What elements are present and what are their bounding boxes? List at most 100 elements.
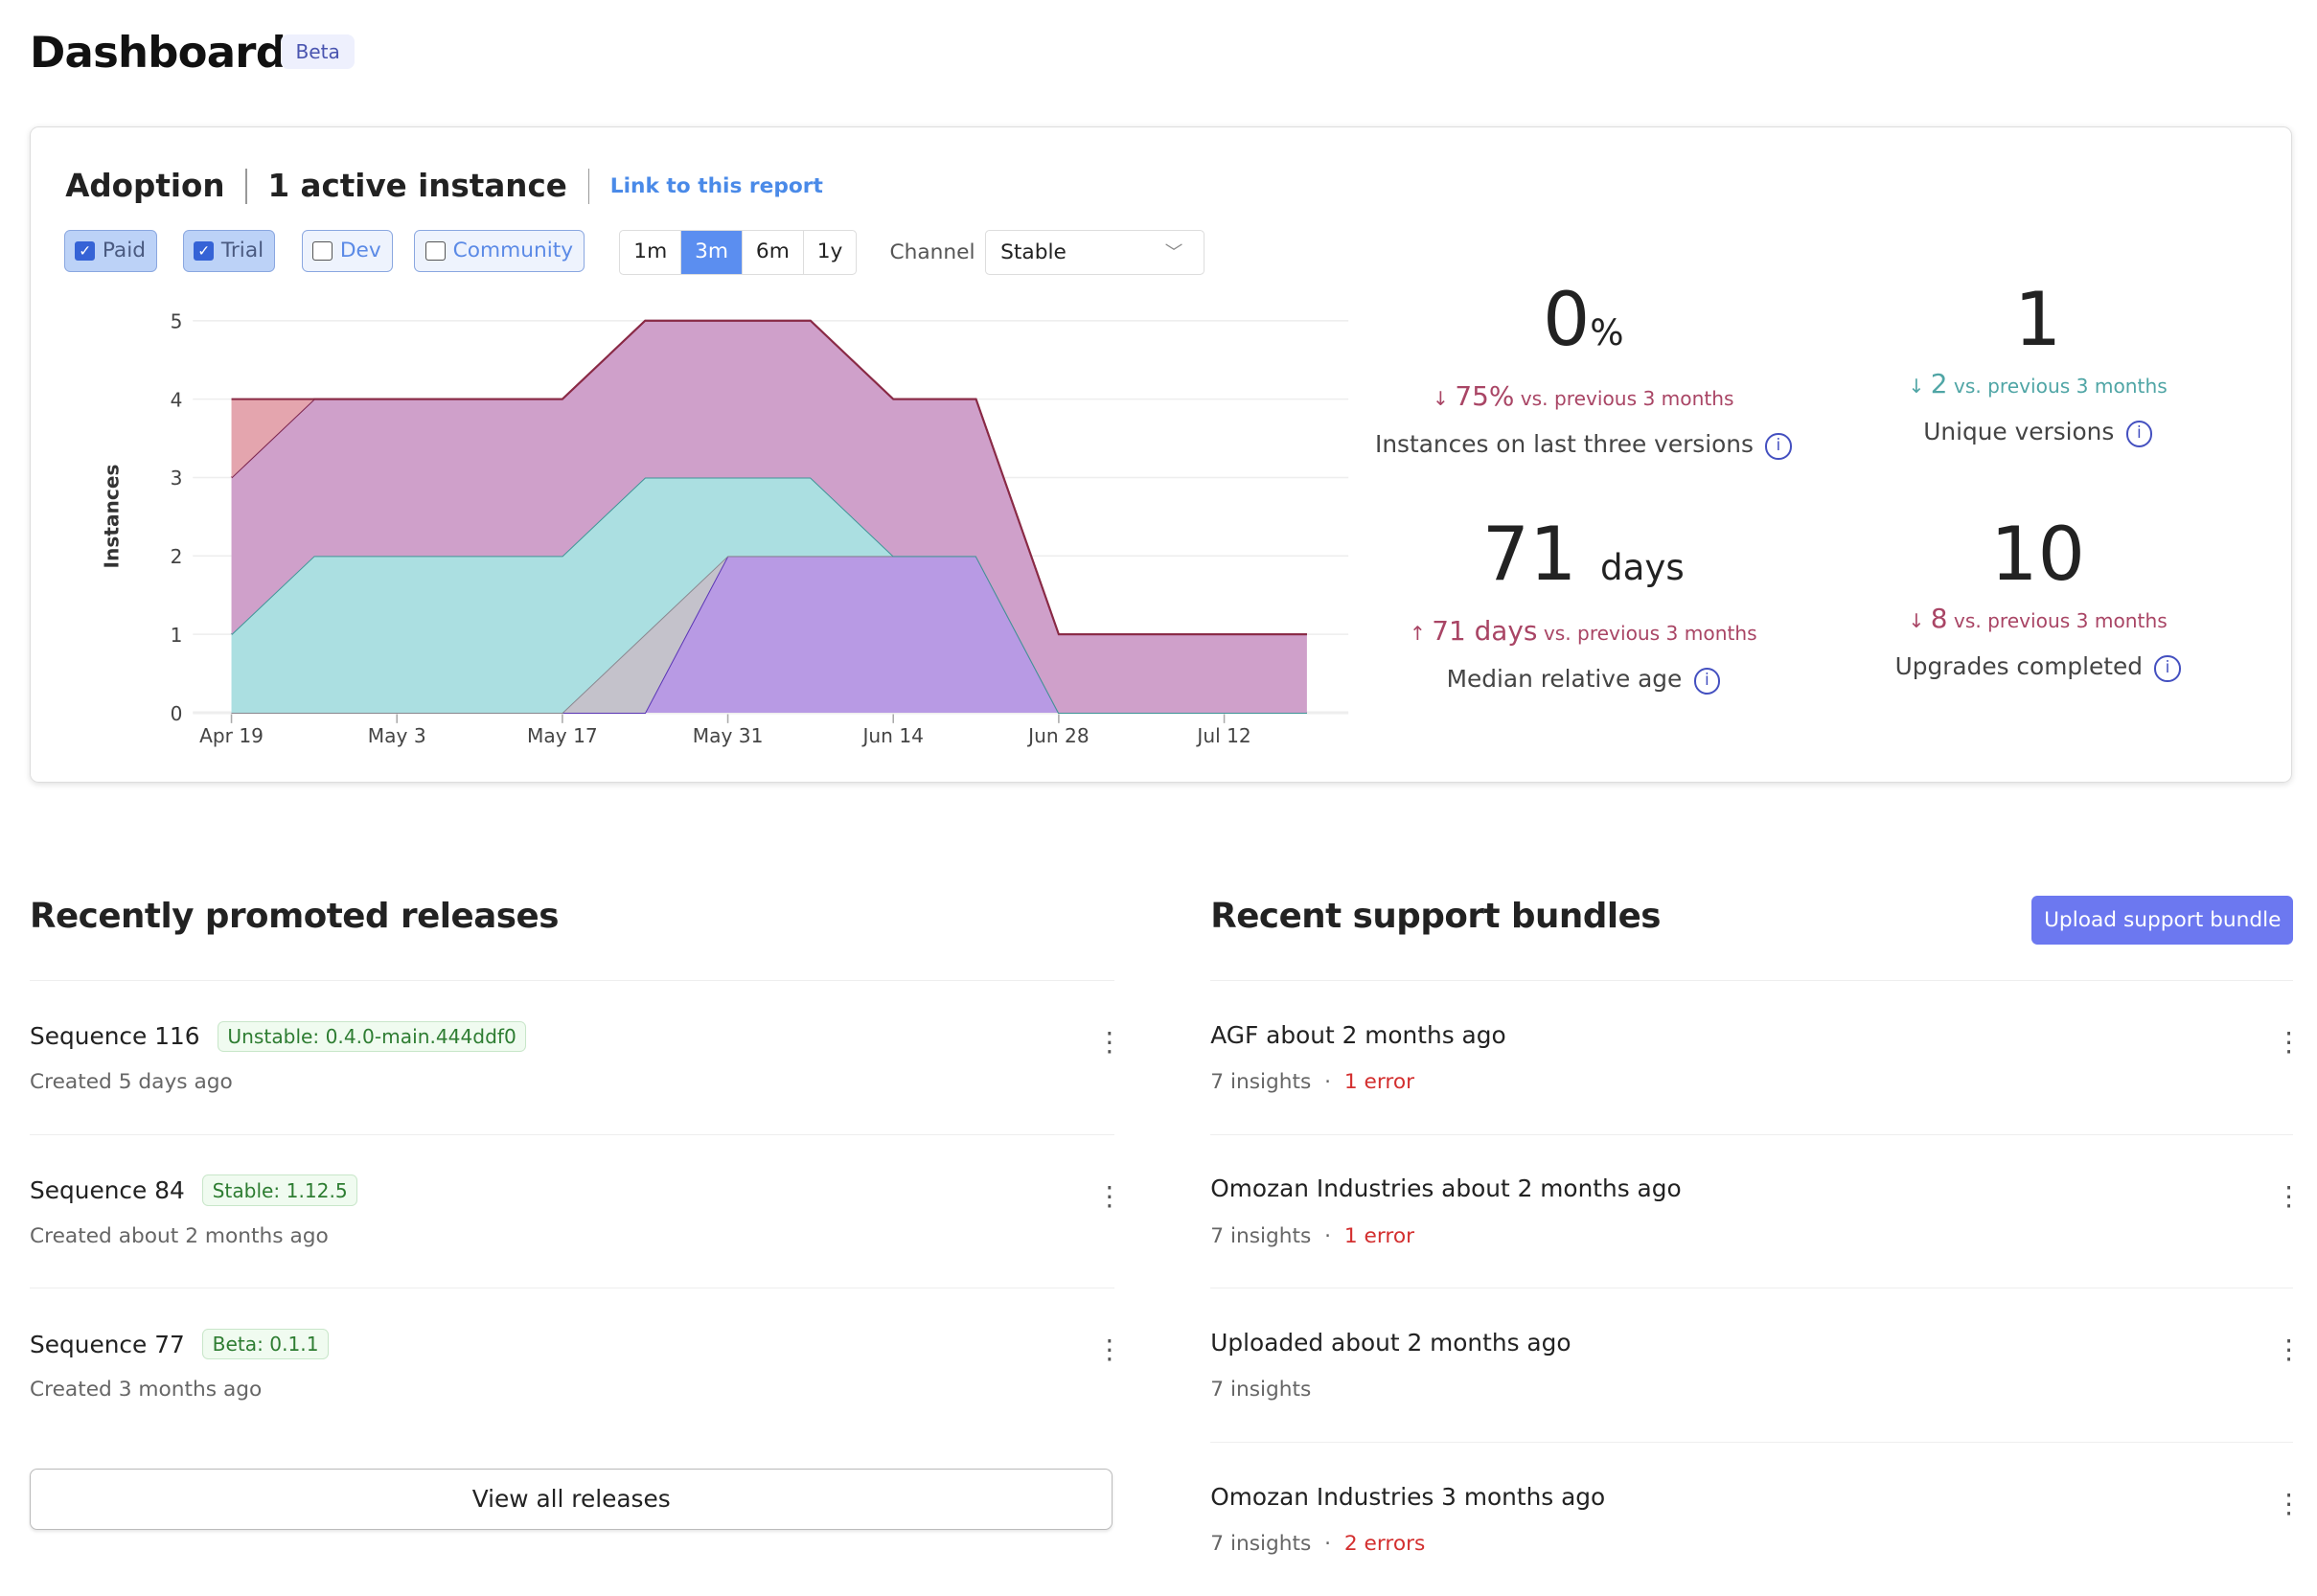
more-options-icon[interactable]: ⋮ — [2275, 1334, 2303, 1366]
x-tick-label: Apr 19 — [199, 724, 264, 747]
bundle-insights: 7 insights — [1210, 1378, 1312, 1402]
channel-select[interactable]: Stable ﹀ — [984, 230, 1205, 275]
releases-title: Recently promoted releases — [30, 897, 559, 937]
release-row[interactable]: Sequence 77 Beta: 0.1.1 Created 3 months a… — [30, 1288, 1123, 1442]
upload-support-bundle-button[interactable]: Upload support bundle — [2031, 895, 2294, 945]
bundle-name: Omozan Industries 3 months ago — [1210, 1482, 1606, 1511]
filter-trial[interactable]: ✓ Trial — [182, 230, 275, 272]
bundle-name: Omozan Industries about 2 months ago — [1210, 1174, 1682, 1203]
adoption-header: Adoption 1 active instance Link to this … — [65, 168, 823, 204]
arrow-down-icon: ↓ — [1908, 609, 1925, 633]
release-name: Sequence 116 — [30, 1022, 200, 1051]
x-tick-label: May 3 — [368, 724, 426, 747]
filter-paid[interactable]: ✓ Paid — [63, 230, 157, 272]
filter-label: Paid — [102, 239, 147, 263]
release-name: Sequence 77 — [30, 1330, 185, 1358]
bundle-insights: 7 insights — [1210, 1531, 1312, 1556]
checkbox-checked-icon: ✓ — [75, 240, 96, 262]
stat-delta: 75% — [1455, 380, 1515, 413]
arrow-up-icon: ↑ — [1409, 622, 1426, 646]
filter-label: Dev — [339, 239, 381, 263]
info-icon[interactable]: i — [1693, 668, 1720, 695]
active-instances: 1 active instance — [267, 168, 567, 205]
stat-delta-text: vs. previous 3 months — [1953, 609, 2168, 633]
y-tick-label: 1 — [171, 624, 183, 647]
view-all-releases-button[interactable]: View all releases — [30, 1468, 1113, 1530]
info-icon[interactable]: i — [2125, 421, 2152, 447]
stat-delta: 2 — [1930, 368, 1948, 400]
checkbox-unchecked-icon — [425, 240, 446, 262]
stat-label: Instances on last three versions — [1375, 429, 1754, 458]
divider — [245, 168, 247, 204]
range-1m[interactable]: 1m — [620, 231, 682, 275]
stat-value: 71 — [1481, 512, 1577, 599]
x-tick-label: Jun 14 — [861, 724, 925, 747]
bundles-list: AGF about 2 months ago 7 insights · 1 err… — [1210, 979, 2303, 1596]
stat-delta: 8 — [1930, 603, 1948, 635]
stat-delta-text: vs. previous 3 months — [1543, 622, 1757, 646]
y-tick-label: 4 — [171, 388, 183, 411]
y-tick-label: 5 — [171, 310, 183, 333]
chevron-down-icon: ﹀ — [1164, 243, 1183, 263]
bundle-errors: 2 errors — [1343, 1531, 1426, 1556]
report-link[interactable]: Link to this report — [609, 173, 823, 198]
bundle-row[interactable]: Uploaded about 2 months ago 7 insights ⋮ — [1210, 1288, 2303, 1442]
bundle-row[interactable]: Omozan Industries about 2 months ago 7 in… — [1210, 1133, 2303, 1288]
stat-label: Upgrades completed — [1894, 651, 2143, 680]
area-series-0 — [231, 556, 1308, 713]
stat-delta-text: vs. previous 3 months — [1953, 375, 2168, 399]
area-series-2 — [231, 477, 1308, 713]
checkbox-unchecked-icon — [312, 240, 333, 262]
area-series-3 — [231, 320, 1308, 713]
more-options-icon[interactable]: ⋮ — [2275, 1487, 2303, 1519]
bundle-row[interactable]: Omozan Industries 3 months ago 7 insights… — [1210, 1441, 2303, 1596]
releases-list: Sequence 116 Unstable: 0.4.0-main.444ddf0… — [30, 979, 1123, 1442]
more-options-icon[interactable]: ⋮ — [1095, 1025, 1123, 1058]
stat-label: Median relative age — [1446, 664, 1683, 693]
adoption-title: Adoption — [65, 168, 225, 205]
range-6m[interactable]: 6m — [743, 231, 804, 275]
bundle-row[interactable]: AGF about 2 months ago 7 insights · 1 err… — [1210, 979, 2303, 1134]
filter-label: Community — [452, 239, 574, 263]
release-tag: Unstable: 0.4.0-main.444ddf0 — [218, 1020, 527, 1053]
stat-upgrades: 10 ↓ 8 vs. previous 3 months Upgrades co… — [1815, 513, 2260, 682]
filter-community[interactable]: Community — [414, 230, 585, 272]
stat-value: 1 — [2013, 277, 2062, 364]
bundle-name: Uploaded about 2 months ago — [1210, 1329, 1571, 1357]
release-row[interactable]: Sequence 116 Unstable: 0.4.0-main.444ddf0… — [30, 979, 1123, 1134]
release-tag: Beta: 0.1.1 — [202, 1329, 329, 1360]
info-icon[interactable]: i — [2154, 655, 2181, 682]
stat-value: 0 — [1542, 277, 1591, 364]
more-options-icon[interactable]: ⋮ — [2275, 1025, 2303, 1058]
x-tick-label: Jul 12 — [1196, 724, 1251, 747]
filter-label: Trial — [220, 239, 264, 263]
stat-unit: days — [1600, 546, 1685, 589]
x-tick-label: May 31 — [693, 724, 764, 747]
range-3m[interactable]: 3m — [681, 231, 743, 275]
arrow-down-icon: ↓ — [1433, 387, 1449, 411]
more-options-icon[interactable]: ⋮ — [2275, 1179, 2303, 1212]
more-options-icon[interactable]: ⋮ — [1095, 1334, 1123, 1366]
stat-unique-versions: 1 ↓ 2 vs. previous 3 months Unique versi… — [1815, 277, 2260, 447]
stat-label: Unique versions — [1923, 417, 2115, 445]
y-tick-label: 0 — [171, 702, 183, 725]
filter-dev[interactable]: Dev — [301, 230, 393, 272]
channel-value: Stable — [1000, 239, 1067, 264]
channel-label: Channel — [889, 240, 975, 265]
stat-delta-text: vs. previous 3 months — [1520, 387, 1734, 411]
bundle-insights: 7 insights — [1210, 1069, 1312, 1094]
arrow-down-icon: ↓ — [1908, 375, 1925, 399]
adoption-chart: 0 1 2 3 4 5 Apr 19 May 3 May 17 May 31 Jun 14 Jun 2… — [171, 310, 1349, 747]
release-name: Sequence 84 — [30, 1176, 185, 1205]
range-1y[interactable]: 1y — [816, 239, 843, 264]
release-created: Created about 2 months ago — [30, 1223, 329, 1248]
page-title: Dashboard — [30, 26, 287, 78]
stat-delta: 71 days — [1432, 615, 1538, 648]
divider — [587, 168, 590, 204]
stat-unit: % — [1590, 311, 1624, 354]
release-created: Created 3 months ago — [30, 1378, 263, 1402]
info-icon[interactable]: i — [1765, 433, 1792, 460]
more-options-icon[interactable]: ⋮ — [1095, 1179, 1123, 1212]
release-row[interactable]: Sequence 84 Stable: 1.12.5 Created about 2… — [30, 1133, 1123, 1288]
release-tag: Stable: 1.12.5 — [202, 1174, 357, 1206]
